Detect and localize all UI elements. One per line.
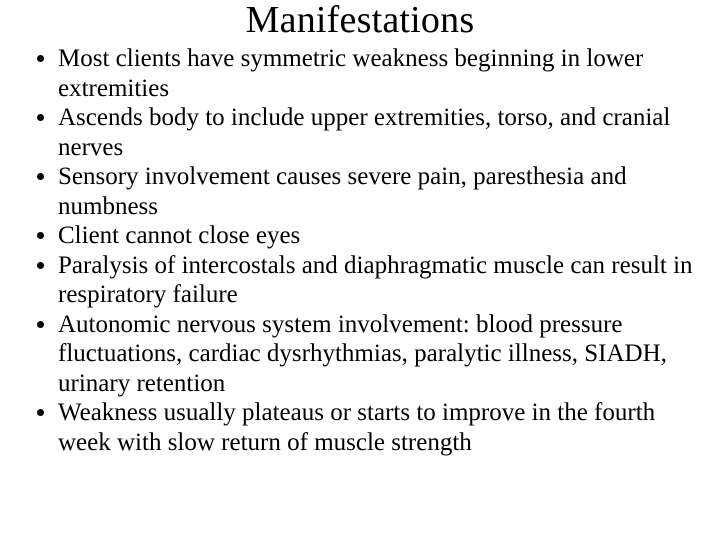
slide-title: Manifestations — [18, 0, 702, 42]
slide: Manifestations Most clients have symmetr… — [0, 0, 720, 538]
list-item: Weakness usually plateaus or starts to i… — [58, 398, 702, 457]
list-item: Most clients have symmetric weakness beg… — [58, 44, 702, 103]
list-item: Sensory involvement causes severe pain, … — [58, 162, 702, 221]
list-item: Autonomic nervous system involvement: bl… — [58, 310, 702, 399]
list-item: Ascends body to include upper extremitie… — [58, 103, 702, 162]
bullet-list: Most clients have symmetric weakness beg… — [18, 44, 702, 457]
list-item: Paralysis of intercostals and diaphragma… — [58, 251, 702, 310]
list-item: Client cannot close eyes — [58, 221, 702, 251]
